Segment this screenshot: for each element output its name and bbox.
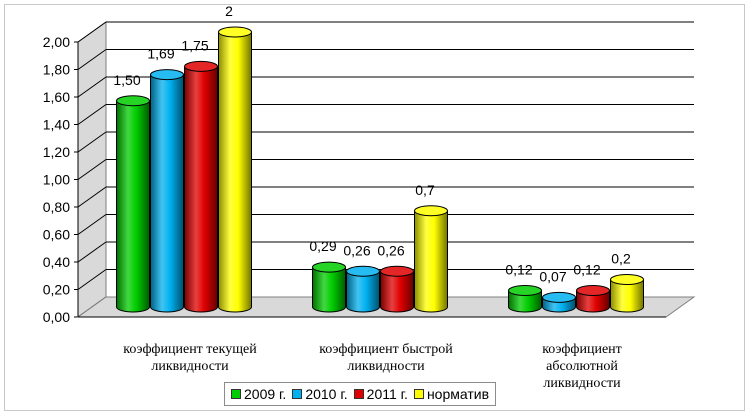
- category-label: коэффициент: [542, 342, 622, 357]
- legend-label: 2010 г.: [305, 386, 348, 402]
- bar-top: [542, 291, 576, 303]
- bar-top: [218, 26, 252, 38]
- gridline-side: [77, 186, 107, 208]
- legend-swatch: [413, 389, 424, 399]
- bar-top: [414, 205, 448, 217]
- data-label: 1,69: [147, 46, 174, 62]
- bar: [150, 74, 184, 313]
- bar: [380, 270, 414, 313]
- data-label: 0,29: [309, 238, 336, 254]
- gridline-side: [77, 214, 107, 235]
- data-label: 0,12: [505, 262, 532, 278]
- bar-top: [184, 60, 218, 72]
- y-tick-label: 0,40: [43, 254, 70, 270]
- legend-item: 2009 г.: [231, 386, 286, 402]
- bar: [508, 290, 542, 313]
- bar: [576, 290, 610, 313]
- y-tick-label: 1,60: [43, 89, 70, 105]
- data-label: 0,2: [611, 251, 631, 267]
- y-tick-label: 0,60: [43, 227, 70, 243]
- bar-top: [116, 95, 150, 107]
- legend: 2009 г. 2010 г. 2011 г. норматив: [224, 382, 497, 406]
- legend-item: 2011 г.: [353, 386, 408, 402]
- bar-top: [576, 285, 610, 296]
- data-label: 2: [225, 3, 233, 19]
- y-tick-label: 2,00: [43, 34, 70, 50]
- y-tick-label: 0,20: [43, 282, 70, 298]
- bar: [610, 279, 644, 313]
- bar: [346, 270, 380, 313]
- y-tick-label: 1,20: [43, 144, 70, 160]
- category-label: ликвидности: [543, 376, 621, 391]
- y-tick-label: 0,00: [43, 309, 70, 325]
- y-tick-label: 0,80: [43, 199, 70, 215]
- bar: [116, 100, 150, 313]
- category-label: коэффициент текущей: [123, 342, 257, 357]
- legend-label: норматив: [426, 386, 490, 402]
- data-label: 0,07: [539, 268, 566, 284]
- bar-top: [610, 274, 644, 285]
- legend-label: 2011 г.: [366, 386, 408, 402]
- gridline-side: [77, 131, 107, 153]
- bar-top: [508, 285, 542, 296]
- y-tick-label: 1,00: [43, 172, 70, 188]
- bar: [184, 65, 218, 313]
- data-label: 0,12: [573, 262, 600, 278]
- bar-top: [150, 69, 184, 81]
- data-label: 1,75: [181, 37, 208, 53]
- gridline-side: [77, 49, 107, 70]
- y-tick-label: 1,40: [43, 117, 70, 133]
- y-tick-label: 1,80: [43, 62, 70, 78]
- legend-swatch: [292, 389, 303, 399]
- gridline-side: [77, 104, 107, 125]
- category-label: ликвидности: [347, 359, 425, 374]
- legend-swatch: [353, 389, 364, 399]
- bar: [414, 210, 448, 313]
- bar: [312, 266, 346, 313]
- bar-top: [312, 261, 346, 273]
- data-label: 0,26: [377, 242, 404, 258]
- category-label: ликвидности: [151, 359, 229, 374]
- legend-label: 2009 г.: [244, 386, 287, 402]
- gridline-side: [77, 269, 107, 290]
- data-label: 0,26: [343, 242, 370, 258]
- gridline-side: [77, 76, 107, 98]
- data-label: 1,50: [113, 72, 140, 88]
- data-label: 0,7: [415, 182, 435, 198]
- category-label: абсолютной: [546, 359, 618, 374]
- bar-top: [346, 265, 380, 277]
- category-label: коэффициент быстрой: [319, 342, 453, 357]
- bar-top: [380, 265, 414, 277]
- gridline-side: [77, 21, 107, 43]
- gridline-side: [77, 241, 107, 263]
- legend-swatch: [231, 389, 241, 399]
- legend-item: норматив: [413, 386, 490, 402]
- gridline-side: [77, 159, 107, 180]
- bar: [218, 31, 252, 313]
- legend-item: 2010 г.: [292, 386, 348, 402]
